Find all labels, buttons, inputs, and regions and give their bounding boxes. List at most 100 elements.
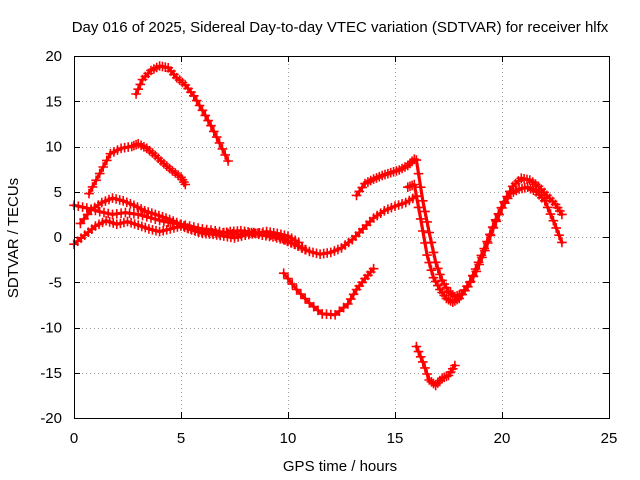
data-point bbox=[409, 179, 420, 190]
interpolated-marker bbox=[351, 231, 361, 241]
interpolated-marker bbox=[91, 175, 101, 186]
chart-title: Day 016 of 2025, Sidereal Day-to-day VTE… bbox=[72, 19, 609, 36]
y-tick-label: 10 bbox=[45, 139, 62, 156]
interpolated-marker bbox=[217, 144, 228, 154]
x-tick-label: 5 bbox=[177, 430, 185, 447]
interpolated-marker bbox=[354, 227, 365, 238]
interpolated-marker bbox=[250, 228, 260, 239]
interpolated-marker bbox=[346, 294, 356, 304]
interpolated-marker bbox=[103, 208, 113, 219]
interpolated-marker bbox=[100, 196, 111, 206]
interpolated-marker bbox=[420, 363, 430, 373]
data-point bbox=[358, 224, 368, 234]
interpolated-marker bbox=[338, 302, 349, 313]
interpolated-marker bbox=[426, 265, 437, 275]
data-point bbox=[490, 215, 501, 225]
interpolated-marker bbox=[102, 155, 112, 166]
data-point bbox=[278, 268, 289, 278]
interpolated-marker bbox=[496, 202, 507, 213]
data-point bbox=[291, 284, 302, 295]
data-point bbox=[171, 217, 182, 228]
interpolated-marker bbox=[435, 269, 445, 280]
interpolated-marker bbox=[135, 79, 146, 90]
interpolated-marker bbox=[365, 216, 375, 227]
data-point bbox=[482, 236, 492, 247]
data-point bbox=[557, 237, 567, 248]
data-point bbox=[107, 193, 118, 203]
interpolated-marker bbox=[476, 250, 487, 261]
interpolated-marker bbox=[179, 221, 189, 231]
data-point bbox=[415, 214, 426, 224]
data-point bbox=[197, 105, 208, 116]
interpolated-marker bbox=[143, 207, 153, 217]
interpolated-marker bbox=[545, 209, 556, 219]
series-arc-d bbox=[84, 139, 191, 199]
data-point bbox=[180, 179, 191, 190]
plot-frame bbox=[74, 56, 610, 419]
y-tick-label: -15 bbox=[40, 365, 62, 382]
data-point bbox=[122, 216, 133, 227]
interpolated-marker bbox=[157, 212, 168, 222]
interpolated-marker bbox=[422, 369, 432, 379]
interpolated-marker bbox=[502, 191, 512, 202]
interpolated-marker bbox=[283, 273, 293, 284]
interpolated-marker bbox=[296, 243, 307, 253]
interpolated-marker bbox=[420, 206, 430, 217]
data-point bbox=[430, 257, 441, 268]
series-arc-c bbox=[75, 193, 310, 255]
series-arc-j bbox=[411, 341, 460, 391]
data-point bbox=[422, 250, 432, 260]
interpolated-marker bbox=[175, 219, 186, 230]
data-point bbox=[165, 224, 176, 234]
series-arc-f bbox=[278, 263, 379, 320]
data-point bbox=[424, 227, 434, 238]
interpolated-marker bbox=[111, 194, 121, 204]
interpolated-marker bbox=[505, 186, 515, 197]
series-arc-b bbox=[69, 215, 304, 249]
y-tick-label: 0 bbox=[54, 229, 62, 246]
series-trace bbox=[414, 158, 565, 299]
data-point bbox=[390, 201, 400, 211]
interpolated-marker bbox=[189, 225, 200, 236]
data-point bbox=[84, 188, 94, 199]
interpolated-marker bbox=[333, 244, 343, 255]
y-tick-label: 15 bbox=[45, 93, 62, 110]
interpolated-marker bbox=[104, 217, 115, 227]
data-point bbox=[101, 215, 111, 226]
data-point bbox=[418, 357, 428, 367]
interpolated-marker bbox=[126, 218, 136, 228]
data-point bbox=[379, 206, 390, 216]
data-point bbox=[411, 341, 422, 352]
data-point bbox=[206, 120, 216, 131]
data-point bbox=[94, 168, 105, 179]
interpolated-marker bbox=[114, 195, 125, 205]
interpolated-marker bbox=[137, 221, 147, 232]
interpolated-marker bbox=[485, 229, 495, 240]
interpolated-marker bbox=[77, 202, 88, 212]
interpolated-marker bbox=[426, 237, 437, 248]
interpolated-marker bbox=[98, 162, 108, 172]
y-tick-label: 5 bbox=[54, 184, 62, 201]
data-point bbox=[278, 234, 289, 245]
data-point bbox=[182, 223, 193, 233]
interpolated-marker bbox=[386, 202, 397, 213]
interpolated-marker bbox=[470, 264, 481, 274]
interpolated-marker bbox=[203, 115, 213, 126]
interpolated-marker bbox=[73, 201, 84, 211]
data-point bbox=[214, 138, 225, 148]
interpolated-marker bbox=[329, 246, 340, 256]
data-point bbox=[499, 196, 509, 207]
interpolated-marker bbox=[254, 229, 264, 240]
data-point bbox=[90, 221, 101, 231]
interpolated-marker bbox=[82, 209, 93, 220]
data-point bbox=[268, 232, 278, 242]
data-point bbox=[75, 218, 86, 229]
interpolated-marker bbox=[99, 207, 109, 218]
interpolated-marker bbox=[422, 217, 432, 227]
data-point bbox=[347, 234, 357, 245]
series-trace bbox=[133, 64, 231, 164]
series-arc-i bbox=[411, 155, 567, 302]
interpolated-marker bbox=[275, 234, 285, 244]
interpolated-marker bbox=[479, 243, 489, 254]
data-point bbox=[326, 247, 336, 258]
